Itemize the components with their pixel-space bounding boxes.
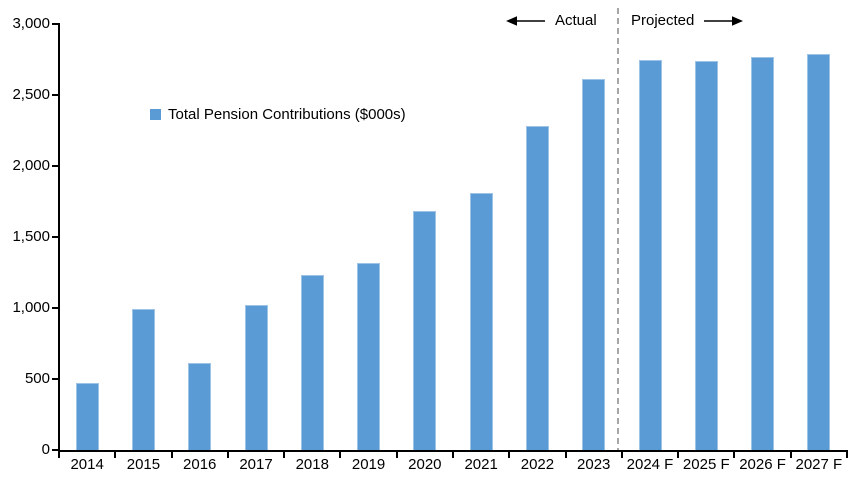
- bar-2024-f: [638, 59, 662, 450]
- y-tick: [52, 236, 58, 238]
- legend-label: Total Pension Contributions ($000s): [168, 106, 406, 123]
- annotation-projected: Projected: [631, 12, 744, 29]
- bar-2014: [75, 383, 99, 450]
- y-tick-label: 1,000: [12, 299, 50, 316]
- y-tick-label: 2,500: [12, 86, 50, 103]
- x-tick: [226, 452, 229, 458]
- y-tick: [52, 165, 58, 167]
- bar-2027-f: [807, 53, 831, 450]
- bar-2020: [413, 211, 437, 450]
- x-tick-label: 2027 F: [795, 456, 843, 473]
- bar-2022: [525, 126, 549, 450]
- x-tick: [846, 452, 848, 458]
- x-tick: [395, 452, 398, 458]
- projected-label: Projected: [631, 12, 695, 29]
- x-tick: [733, 452, 736, 458]
- y-tick-label: 2,000: [12, 157, 50, 174]
- legend: Total Pension Contributions ($000s): [150, 106, 406, 123]
- left-arrow-icon: [506, 15, 545, 26]
- actual-label: Actual: [555, 12, 597, 29]
- x-tick-label: 2016: [183, 456, 217, 473]
- y-tick: [52, 449, 58, 451]
- x-tick-label: 2021: [464, 456, 498, 473]
- bar-2019: [357, 262, 381, 450]
- bar-2017: [244, 305, 268, 450]
- x-tick: [564, 452, 567, 458]
- x-tick: [789, 452, 792, 458]
- x-tick-label: 2015: [126, 456, 161, 473]
- annotation-actual: Actual: [506, 12, 597, 29]
- y-tick-label: 1,500: [12, 228, 50, 245]
- bar-2023: [582, 79, 606, 450]
- right-arrow-icon: [704, 15, 744, 26]
- y-tick: [52, 378, 58, 380]
- y-tick-label: 500: [24, 370, 50, 387]
- bar-2026-f: [751, 56, 775, 450]
- bar-2018: [300, 275, 324, 450]
- x-tick-label: 2017: [239, 456, 273, 473]
- x-tick: [508, 452, 511, 458]
- actual-projected-divider: [616, 8, 619, 450]
- x-tick: [170, 452, 173, 458]
- bar-2021: [469, 192, 493, 450]
- y-tick-label: 3,000: [12, 15, 50, 32]
- y-tick: [52, 23, 58, 25]
- x-tick-label: 2026 F: [739, 456, 786, 473]
- bar-2025-f: [694, 60, 718, 450]
- x-axis-line: [58, 450, 848, 452]
- bar-2016: [188, 363, 212, 450]
- x-tick-label: 2019: [351, 456, 386, 473]
- x-tick-label: 2023: [577, 456, 611, 473]
- x-tick: [677, 452, 680, 458]
- x-tick-label: 2024 F: [626, 456, 674, 473]
- y-axis-line: [58, 23, 60, 452]
- x-tick: [283, 452, 286, 458]
- x-tick: [339, 452, 342, 458]
- legend-swatch-icon: [150, 109, 161, 120]
- y-tick: [52, 307, 58, 309]
- x-tick-label: 2025 F: [682, 456, 730, 473]
- x-tick-label: 2022: [520, 456, 555, 473]
- x-tick: [58, 452, 60, 458]
- x-tick-label: 2018: [295, 456, 329, 473]
- x-tick-label: 2014: [70, 456, 104, 473]
- x-tick-label: 2020: [408, 456, 442, 473]
- bar-2015: [131, 309, 155, 450]
- x-tick: [114, 452, 117, 458]
- x-tick: [620, 452, 623, 458]
- y-tick-label: 0: [41, 441, 50, 458]
- x-tick: [452, 452, 454, 458]
- y-tick: [52, 94, 58, 96]
